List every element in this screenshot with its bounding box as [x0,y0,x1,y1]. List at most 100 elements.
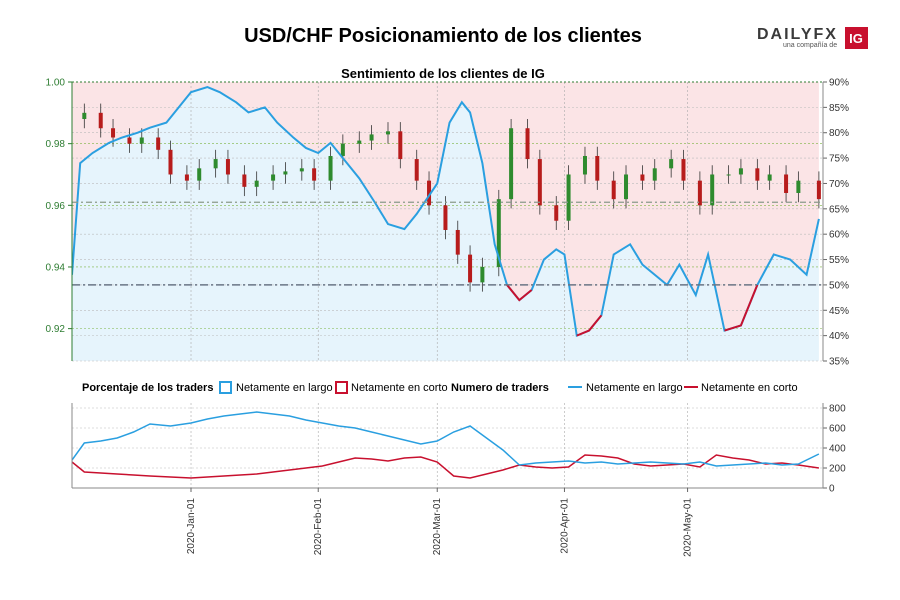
traders-panel: 0 200 400 600 800 [71,403,846,495]
price-candle [139,137,144,144]
price-candle [480,266,485,283]
price-candle [496,199,501,267]
right-tick-label: 50% [829,280,849,291]
legend-pct-short-label: Netamente en corto [351,382,448,394]
price-candle [340,143,345,156]
price-candle [669,159,674,169]
left-tick-label: 0.98 [46,139,66,150]
price-candle [624,174,629,200]
price-candle [82,112,87,119]
price-candle [566,174,571,221]
legend-num-short-label: Netamente en corto [701,382,798,394]
price-candle [242,174,247,187]
price-candle [595,155,600,181]
count-long-line [72,411,820,467]
right-tick-label: 40% [829,331,849,342]
price-candle [225,159,230,175]
price-candle [254,180,259,187]
price-candle [312,168,317,181]
price-candle [755,168,760,181]
price-candle [184,174,189,181]
traders-plot-area [72,403,823,488]
price-candle [816,180,821,200]
ig-badge-label: IG [849,31,863,46]
count-tick-label: 0 [829,484,835,495]
price-candle [582,155,587,175]
price-candle [213,159,218,169]
right-tick-label: 85% [829,103,849,114]
price-candle [414,159,419,181]
brand-name: DAILYFX [757,26,838,43]
legend-pct-long-swatch [219,381,232,394]
price-candle [455,229,460,255]
legend-pct-title: Porcentaje de los traders [82,382,213,394]
x-tick-label: 2020-Apr-01 [559,498,570,554]
price-candle [398,131,403,160]
left-tick-label: 1.00 [46,78,66,89]
price-candle [640,174,645,181]
price-candle [385,131,390,135]
price-candle [525,128,530,160]
price-candle [784,174,789,193]
price-candle [767,174,772,181]
legend-num-long-label: Netamente en largo [586,382,683,394]
pct-short-line [576,314,603,337]
price-candle [726,174,731,176]
price-candle [796,180,801,193]
price-candle [98,112,103,129]
left-tick-label: 0.92 [46,324,66,335]
pct-long-line [72,86,820,338]
pct-short-line [724,284,759,332]
price-candle [468,254,473,283]
price-candle [554,205,559,221]
price-candle [681,159,686,181]
legend-num-title: Numero de traders [451,382,549,394]
right-tick-label: 35% [829,357,849,368]
left-tick-label: 0.94 [46,262,66,273]
sentiment-subtitle: Sentimiento de los clientes de IG [341,66,545,81]
legend: Porcentaje de los traders Netamente en l… [82,381,798,394]
right-tick-label: 75% [829,154,849,165]
left-tick-label: 0.96 [46,201,66,212]
count-tick-label: 800 [829,404,846,415]
dailyfx-logo: DAILYFX una compañía de IG [757,26,868,49]
x-tick-label: 2020-Jan-01 [186,498,197,555]
price-candle [611,180,616,200]
x-tick-label: 2020-Feb-01 [313,498,324,556]
price-candle [443,205,448,230]
price-candle [168,149,173,175]
right-tick-label: 90% [829,78,849,89]
brand-tagline: una compañía de [783,42,837,49]
price-candle [271,174,276,181]
right-tick-label: 70% [829,179,849,190]
count-tick-label: 600 [829,424,846,435]
price-candle [156,137,161,150]
ig-badge [845,27,868,49]
sentiment-panel: 0.92 0.94 0.96 0.98 1.00 35% 40% 45% 50% 55% 60% 6… [46,78,850,368]
price-candle [427,180,432,206]
right-tick-label: 80% [829,128,849,139]
short-area [72,82,819,336]
x-tick-label: 2020-May-01 [683,498,694,557]
price-candle [127,137,132,144]
price-candle [328,155,333,181]
price-candle [299,168,304,172]
right-tick-label: 60% [829,230,849,241]
price-candle [537,159,542,206]
price-candle [738,168,743,175]
right-tick-label: 65% [829,204,849,215]
right-tick-label: 55% [829,255,849,266]
chart-title: USD/CHF Posicionamiento de los clientes [244,25,642,47]
price-candle [357,140,362,144]
legend-pct-long-label: Netamente en largo [236,382,333,394]
price-candle [111,128,116,138]
price-candle [509,128,514,200]
legend-pct-short-swatch [335,381,348,394]
price-candle [652,168,657,181]
price-candle [697,180,702,206]
count-short-line [72,454,820,479]
price-candle [197,168,202,181]
count-tick-label: 400 [829,444,846,455]
x-tick-label: 2020-Mar-01 [432,498,443,556]
